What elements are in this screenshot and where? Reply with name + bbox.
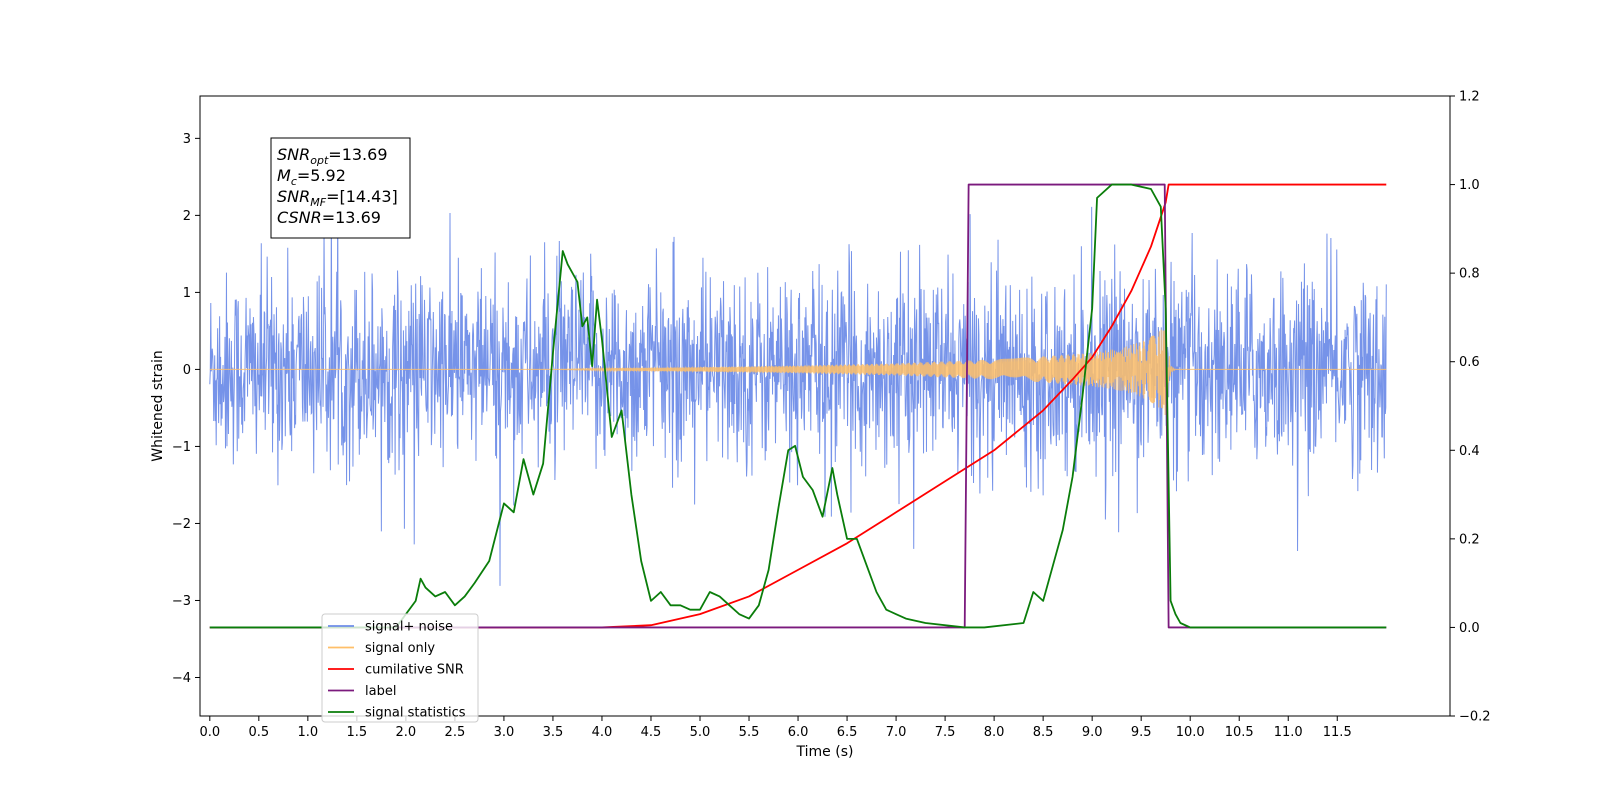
x-axis: 0.0 0.5 1.0 1.5 2.0 2.5 3.0 3.5 4.0 4.5 5.0 5.5 6.0 6… bbox=[199, 716, 1352, 740]
signal-only-trace bbox=[209, 324, 1387, 415]
x-tick-label: 7.5 bbox=[935, 725, 956, 740]
annotation-line: SNRopt=13.69 bbox=[277, 145, 388, 167]
x-tick-label: 8.5 bbox=[1033, 725, 1054, 740]
left-tick-label: 0 bbox=[183, 363, 191, 378]
plot-area bbox=[209, 183, 1387, 629]
annotation-line: CSNR=13.69 bbox=[277, 208, 381, 227]
x-tick-label: 0.0 bbox=[199, 725, 220, 740]
right-tick-label: 0.0 bbox=[1459, 621, 1480, 636]
x-tick-label: 4.5 bbox=[641, 725, 662, 740]
x-tick-label: 5.0 bbox=[690, 725, 711, 740]
right-tick-label: 0.4 bbox=[1459, 444, 1480, 459]
x-tick-label: 6.5 bbox=[837, 725, 858, 740]
snr-annotation-box: SNRopt=13.69Mc=5.92SNRMF=[14.43]CSNR=13.… bbox=[270, 137, 411, 239]
signal-noise-trace bbox=[209, 187, 1387, 586]
x-axis-label: Time (s) bbox=[796, 744, 854, 760]
right-tick-label: −0.2 bbox=[1459, 710, 1491, 725]
legend-label: cumilative SNR bbox=[365, 663, 464, 678]
x-tick-label: 3.5 bbox=[543, 725, 564, 740]
right-tick-label: 0.2 bbox=[1459, 532, 1480, 547]
series-layer bbox=[209, 183, 1387, 629]
signal-statistics-line bbox=[209, 183, 1387, 629]
right-tick-label: 0.8 bbox=[1459, 267, 1480, 282]
x-tick-label: 10.5 bbox=[1225, 725, 1254, 740]
annotation-line: SNRMF=[14.43] bbox=[277, 187, 398, 209]
x-tick-label: 6.0 bbox=[788, 725, 809, 740]
x-tick-label: 10.0 bbox=[1176, 725, 1205, 740]
legend: signal+ noise signal only cumilative SNR la… bbox=[321, 613, 479, 723]
x-tick-label: 2.5 bbox=[445, 725, 466, 740]
left-tick-label: 3 bbox=[183, 132, 191, 147]
axes-frame bbox=[199, 95, 1451, 717]
right-tick-label: 1.0 bbox=[1459, 178, 1480, 193]
x-tick-label: 2.0 bbox=[396, 725, 417, 740]
x-tick-label: 9.5 bbox=[1131, 725, 1152, 740]
x-tick-label: 4.0 bbox=[592, 725, 613, 740]
right-y-axis: 1.2 1.0 0.8 0.6 0.4 0.2 0.0 −0.2 bbox=[1450, 90, 1491, 725]
x-tick-label: 1.5 bbox=[347, 725, 368, 740]
x-tick-label: 8.0 bbox=[984, 725, 1005, 740]
x-tick-label: 1.0 bbox=[297, 725, 318, 740]
left-tick-label: −1 bbox=[172, 440, 191, 455]
legend-frame bbox=[321, 613, 479, 723]
left-y-axis: 3 2 1 0 −1 −2 −3 −4 bbox=[172, 132, 200, 686]
legend-label: signal only bbox=[365, 641, 435, 656]
left-tick-label: 2 bbox=[183, 209, 191, 224]
left-tick-label: −4 bbox=[172, 671, 191, 686]
cumilative-snr-line bbox=[209, 183, 1387, 629]
annotation-line: Mc=5.92 bbox=[277, 166, 346, 188]
left-tick-label: −2 bbox=[172, 517, 191, 532]
x-tick-label: 3.0 bbox=[494, 725, 515, 740]
x-tick-label: 11.5 bbox=[1323, 725, 1352, 740]
left-tick-label: 1 bbox=[183, 286, 191, 301]
legend-label: signal+ noise bbox=[365, 620, 453, 635]
annotation-frame bbox=[270, 137, 411, 239]
y-axis-label: Whitened strain bbox=[150, 350, 166, 461]
left-tick-label: −3 bbox=[172, 594, 191, 609]
right-tick-label: 0.6 bbox=[1459, 355, 1480, 370]
x-tick-label: 5.5 bbox=[739, 725, 760, 740]
x-tick-label: 0.5 bbox=[248, 725, 269, 740]
legend-label: label bbox=[365, 684, 396, 699]
x-tick-label: 7.0 bbox=[886, 725, 907, 740]
x-tick-label: 11.0 bbox=[1274, 725, 1303, 740]
x-tick-label: 9.0 bbox=[1082, 725, 1103, 740]
right-tick-label: 1.2 bbox=[1459, 90, 1480, 105]
legend-label: signal statistics bbox=[365, 706, 466, 721]
